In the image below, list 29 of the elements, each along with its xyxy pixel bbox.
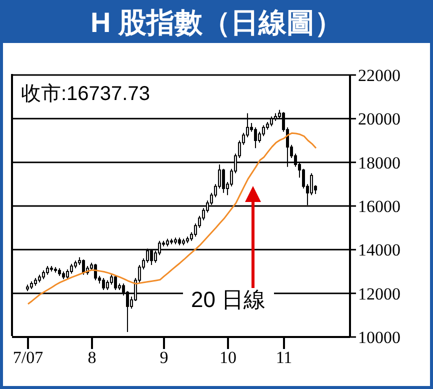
candlestick	[66, 268, 69, 280]
candlestick	[254, 126, 257, 149]
x-tick-label: 9	[160, 348, 168, 368]
y-tick-label: 16000	[358, 197, 400, 216]
candlestick	[262, 124, 265, 137]
x-tick-label: 8	[88, 348, 96, 368]
y-tick-label: 18000	[358, 153, 400, 172]
y-tick-label: 22000	[358, 66, 400, 86]
candlestick	[114, 275, 117, 291]
x-tick-label: 7/07	[12, 348, 44, 368]
candlestick	[222, 168, 225, 194]
candlestick	[310, 172, 313, 196]
annotation: 收市:16737.73	[21, 82, 150, 107]
candlestick	[82, 258, 85, 276]
candlestick	[94, 263, 97, 281]
x-tick-label: 10	[220, 348, 236, 368]
y-tick-label: 10000	[358, 328, 400, 348]
candlestick	[258, 131, 261, 144]
y-tick-label: 12000	[358, 284, 400, 304]
candlestick	[106, 280, 109, 291]
candlestick	[70, 263, 73, 274]
y-tick-label: 20000	[358, 110, 400, 129]
x-tick-label: 11	[276, 348, 292, 368]
candlestick	[302, 168, 305, 190]
candlestick	[110, 274, 113, 286]
y-tick-label: 14000	[358, 240, 400, 260]
candlestick	[102, 278, 105, 291]
chart-title: H 股指數（日線圖）	[3, 3, 430, 43]
series-label: 20 日線	[183, 285, 274, 315]
